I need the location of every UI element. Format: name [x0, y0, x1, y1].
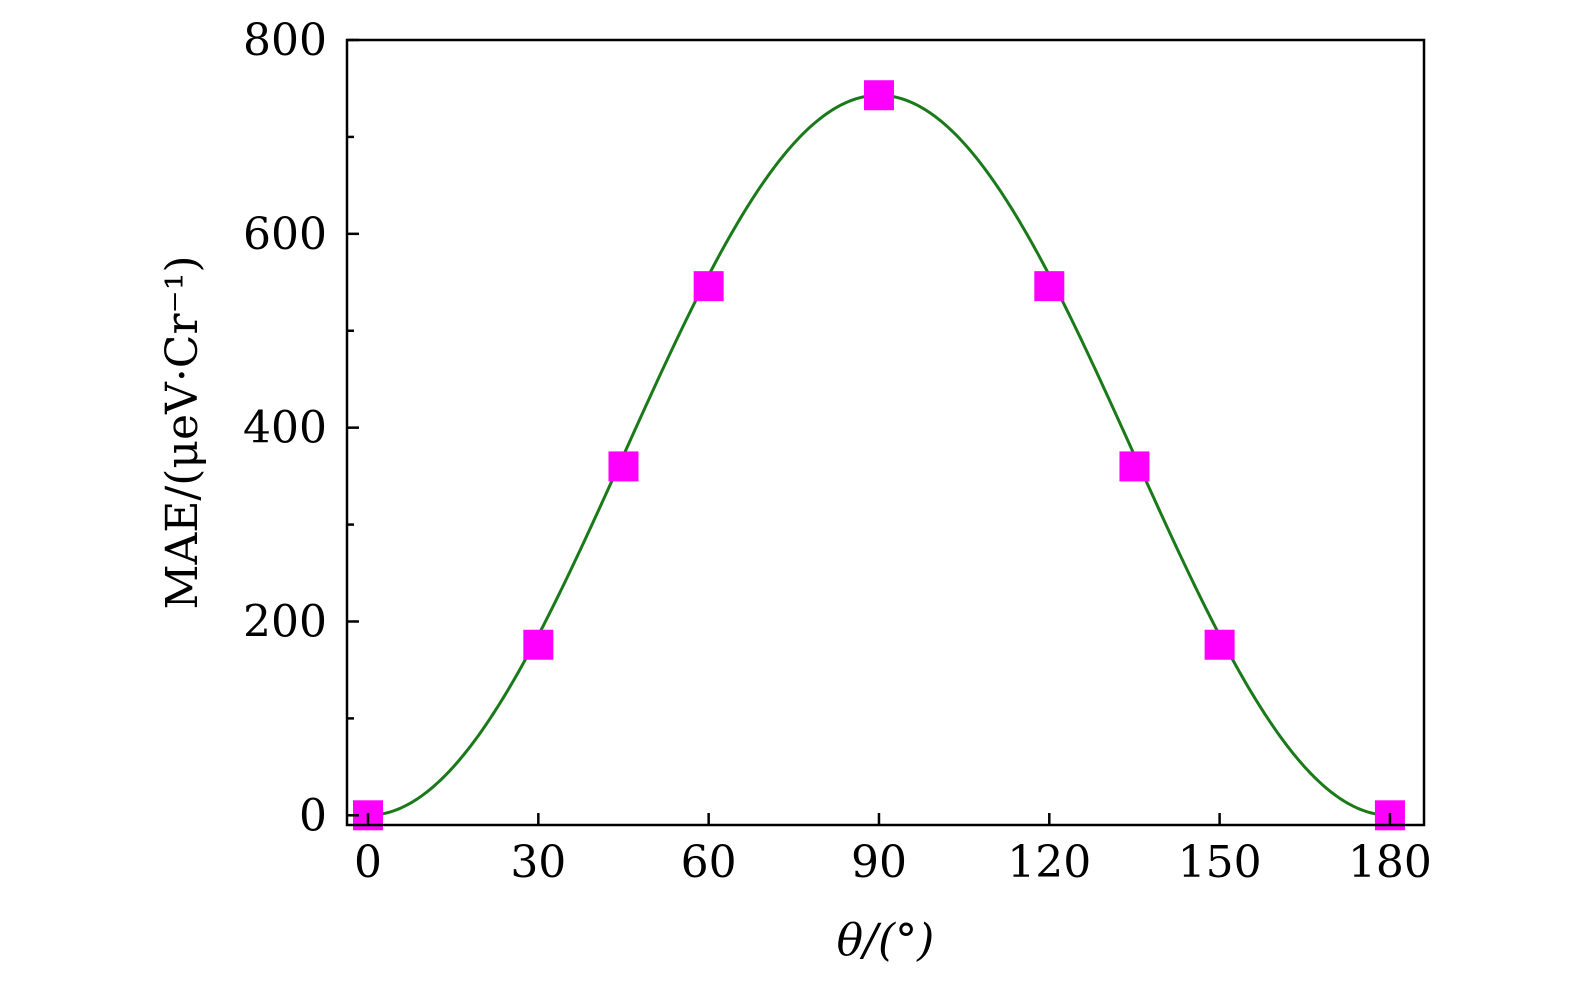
- data-point: [693, 271, 724, 302]
- data-point: [608, 451, 639, 482]
- data-point: [1034, 271, 1065, 302]
- y-tick-label: 600: [243, 209, 327, 260]
- x-tick-label: 180: [1348, 837, 1432, 888]
- x-tick-label: 60: [681, 837, 737, 888]
- x-tick-label: 90: [851, 837, 907, 888]
- data-point: [1204, 629, 1235, 660]
- x-tick-label: 0: [354, 837, 382, 888]
- x-tick-label: 150: [1178, 837, 1262, 888]
- x-axis-label: θ/(°): [837, 915, 935, 966]
- y-tick-label: 400: [243, 403, 327, 454]
- y-axis-label: MAE/(μeV·Cr⁻¹): [157, 255, 208, 609]
- data-point: [523, 629, 554, 660]
- fit-curve-layer: [367, 93, 1390, 817]
- y-tick-label: 200: [243, 596, 327, 647]
- y-axis-ticks: 0 200 400 600 800: [243, 15, 359, 841]
- x-tick-label: 30: [510, 837, 566, 888]
- data-point: [1119, 451, 1150, 482]
- fit-curve: [367, 93, 1390, 817]
- marker-layer: [353, 80, 1405, 831]
- x-axis-ticks: 0 30 60 90 120 150 180: [354, 813, 1432, 888]
- x-tick-label: 120: [1007, 837, 1091, 888]
- y-tick-label: 0: [299, 790, 327, 841]
- y-tick-label: 800: [243, 15, 327, 66]
- plot-frame: [345, 38, 1426, 827]
- data-point: [863, 80, 894, 111]
